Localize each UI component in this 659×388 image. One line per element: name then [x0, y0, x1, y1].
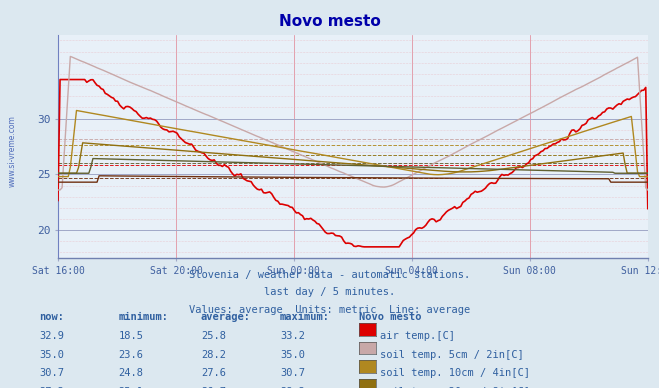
Text: 26.7: 26.7: [201, 387, 226, 388]
Text: Slovenia / weather data - automatic stations.: Slovenia / weather data - automatic stat…: [189, 270, 470, 280]
Text: 35.0: 35.0: [40, 350, 65, 360]
Text: 28.2: 28.2: [201, 350, 226, 360]
Text: 30.7: 30.7: [40, 368, 65, 378]
Text: maximum:: maximum:: [280, 312, 330, 322]
Text: average:: average:: [201, 312, 251, 322]
Text: 18.5: 18.5: [119, 331, 144, 341]
Text: minimum:: minimum:: [119, 312, 169, 322]
Text: last day / 5 minutes.: last day / 5 minutes.: [264, 287, 395, 297]
Text: Novo mesto: Novo mesto: [279, 14, 380, 29]
Text: soil temp. 20cm / 8in[C]: soil temp. 20cm / 8in[C]: [380, 387, 530, 388]
Text: 25.8: 25.8: [201, 331, 226, 341]
Text: 24.8: 24.8: [119, 368, 144, 378]
Text: soil temp. 5cm / 2in[C]: soil temp. 5cm / 2in[C]: [380, 350, 524, 360]
Text: Values: average  Units: metric  Line: average: Values: average Units: metric Line: aver…: [189, 305, 470, 315]
Text: 33.2: 33.2: [280, 331, 305, 341]
Text: 27.2: 27.2: [40, 387, 65, 388]
Text: 30.7: 30.7: [280, 368, 305, 378]
Text: 25.1: 25.1: [119, 387, 144, 388]
Text: 32.9: 32.9: [40, 331, 65, 341]
Text: Novo mesto: Novo mesto: [359, 312, 422, 322]
Text: air temp.[C]: air temp.[C]: [380, 331, 455, 341]
Text: 35.0: 35.0: [280, 350, 305, 360]
Text: now:: now:: [40, 312, 65, 322]
Text: 23.6: 23.6: [119, 350, 144, 360]
Text: 27.6: 27.6: [201, 368, 226, 378]
Text: 28.2: 28.2: [280, 387, 305, 388]
Text: www.si-vreme.com: www.si-vreme.com: [8, 115, 17, 187]
Text: soil temp. 10cm / 4in[C]: soil temp. 10cm / 4in[C]: [380, 368, 530, 378]
